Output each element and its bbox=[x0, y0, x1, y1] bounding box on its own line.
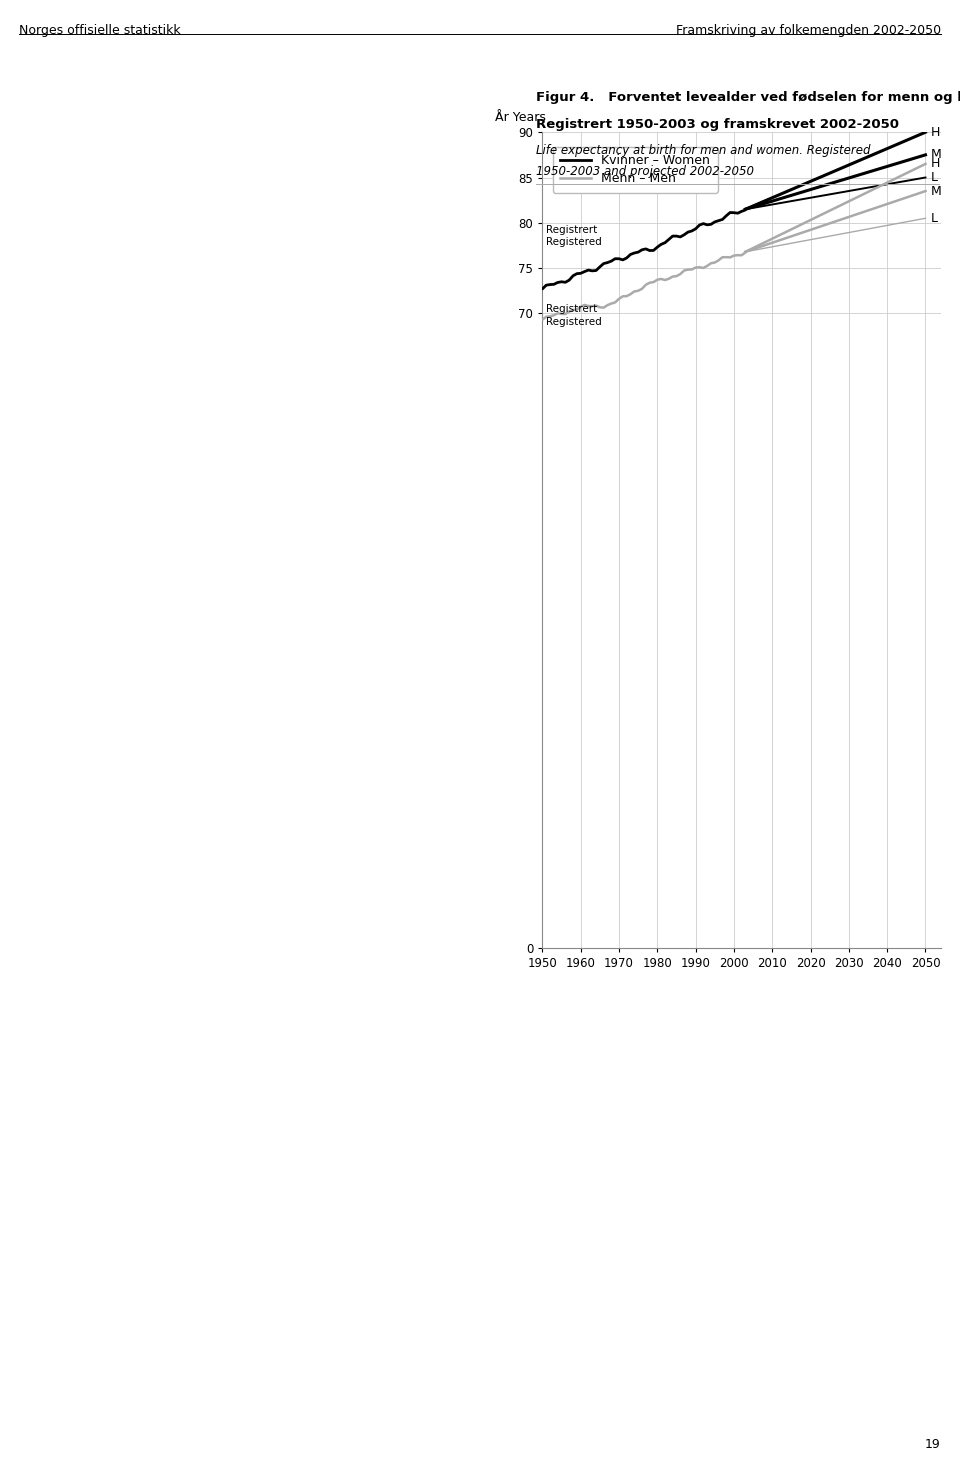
Text: 1950-2003 and projected 2002-2050: 1950-2003 and projected 2002-2050 bbox=[536, 165, 754, 178]
Text: L: L bbox=[931, 170, 938, 184]
Text: År Years: År Years bbox=[494, 112, 545, 123]
Text: M: M bbox=[931, 185, 942, 198]
Text: Registrert 1950-2003 og framskrevet 2002-2050: Registrert 1950-2003 og framskrevet 2002… bbox=[536, 118, 899, 131]
Text: Figur 4.   Forventet levealder ved fødselen for menn og kvinner.: Figur 4. Forventet levealder ved fødsele… bbox=[536, 91, 960, 104]
Text: Norges offisielle statistikk: Norges offisielle statistikk bbox=[19, 24, 180, 37]
Text: Life expectancy at birth for men and women. Registered: Life expectancy at birth for men and wom… bbox=[536, 144, 870, 157]
Text: 19: 19 bbox=[925, 1438, 941, 1451]
Text: Framskriving av folkemengden 2002-2050: Framskriving av folkemengden 2002-2050 bbox=[676, 24, 941, 37]
Text: H: H bbox=[931, 126, 941, 138]
Text: H: H bbox=[931, 157, 941, 170]
Text: L: L bbox=[931, 212, 938, 225]
Legend: Kvinner – Women, Menn – Men: Kvinner – Women, Menn – Men bbox=[553, 147, 718, 192]
Text: Registrert
Registered: Registrert Registered bbox=[546, 304, 602, 326]
Text: Registrert
Registered: Registrert Registered bbox=[546, 225, 602, 247]
Text: M: M bbox=[931, 148, 942, 162]
